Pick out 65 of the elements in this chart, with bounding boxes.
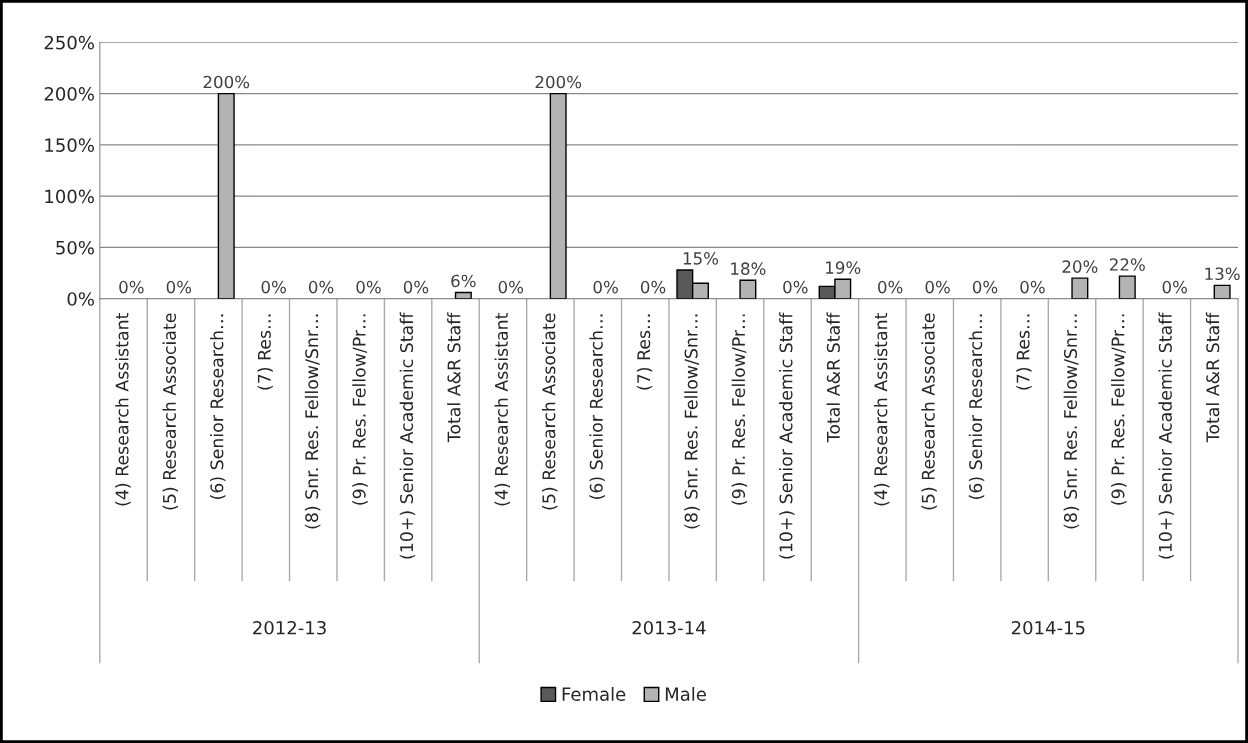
x-tick-label: (4) Research Assistant xyxy=(873,312,890,506)
bar xyxy=(739,279,757,299)
x-tick-label: (7) Res… xyxy=(1016,314,1032,390)
x-tick-label: (10+) Senior Academic Staff xyxy=(1158,312,1174,559)
x-tick-label: (8) Snr. Res. Fellow/Snr… xyxy=(1063,314,1080,529)
x-tick-label: (4) Research Assistant xyxy=(115,312,131,506)
y-tick-label: 150% xyxy=(45,138,94,152)
data-label: 18% xyxy=(731,262,766,275)
x-tick-label: (5) Research Associate xyxy=(921,313,937,510)
data-label: 200% xyxy=(203,75,250,89)
data-label: 0% xyxy=(783,280,808,294)
data-label: 0% xyxy=(308,280,334,294)
data-label: 0% xyxy=(119,280,144,294)
data-label: 0% xyxy=(498,280,524,294)
x-tick-label: (9) Pr. Res. Fellow/Pr… xyxy=(731,314,748,505)
x-tick-label: (8) Snr. Res. Fellow/Snr… xyxy=(684,314,700,529)
text: 2014-15 xyxy=(1011,620,1085,635)
data-label: 0% xyxy=(640,280,666,294)
data-label: 19% xyxy=(826,261,861,274)
text: 2013-14 xyxy=(632,620,706,635)
legend-label: Female xyxy=(562,686,626,701)
x-tick-label: Total A&R Staff xyxy=(1205,312,1220,443)
x-tick-label: (5) Research Associate xyxy=(162,313,179,510)
data-label: 0% xyxy=(356,280,381,294)
x-tick-label: (8) Snr. Res. Fellow/Snr… xyxy=(304,314,321,529)
bar xyxy=(1118,275,1136,299)
data-label: 200% xyxy=(535,75,582,89)
x-tick-label: (6) Senior Research… xyxy=(589,314,605,499)
data-label: 22% xyxy=(1109,258,1145,271)
y-tick-label: 50% xyxy=(56,240,94,255)
data-label: 0% xyxy=(166,280,192,294)
x-tick-label: (9) Pr. Res. Fellow/Pr… xyxy=(352,314,368,505)
x-tick-label: Total A&R Staff xyxy=(826,312,840,443)
data-label: 6% xyxy=(451,274,476,288)
data-label: 15% xyxy=(683,252,719,265)
data-label: 20% xyxy=(1062,260,1098,273)
y-tick-label: 200% xyxy=(44,87,94,101)
x-tick-label: (6) Senior Research… xyxy=(210,314,226,499)
data-label: 0% xyxy=(593,280,618,294)
data-label: 0% xyxy=(878,280,903,294)
y-tick-label: 0% xyxy=(67,292,94,306)
x-tick-label: (5) Research Associate xyxy=(541,313,558,510)
bar xyxy=(1213,284,1231,299)
text: 2012-13 xyxy=(253,620,326,635)
x-tick-label: (7) Res… xyxy=(257,314,273,390)
x-tick-label: (9) Pr. Res. Fellow/Pr… xyxy=(1111,314,1127,505)
y-tick-label: 100% xyxy=(45,189,94,204)
bar xyxy=(549,92,567,299)
bar xyxy=(217,92,235,299)
x-tick-label: (10+) Senior Academic Staff xyxy=(779,312,795,559)
data-label: 0% xyxy=(1020,280,1045,294)
x-tick-label: (4) Research Assistant xyxy=(494,312,511,506)
data-label: 0% xyxy=(403,280,429,294)
y-tick-label: 250% xyxy=(44,35,94,50)
data-label: 0% xyxy=(925,280,950,294)
data-label: 0% xyxy=(972,280,998,294)
data-label: 0% xyxy=(261,280,286,294)
x-tick-label: Total A&R Staff xyxy=(447,312,461,443)
x-tick-label: (6) Senior Research… xyxy=(968,314,985,499)
x-tick-label: (10+) Senior Academic Staff xyxy=(399,312,416,559)
bar xyxy=(1071,277,1089,299)
x-tick-label: (7) Res… xyxy=(636,314,653,390)
data-label: 0% xyxy=(1162,280,1188,294)
legend-label: Male xyxy=(665,686,706,701)
data-label: 13% xyxy=(1205,267,1240,281)
